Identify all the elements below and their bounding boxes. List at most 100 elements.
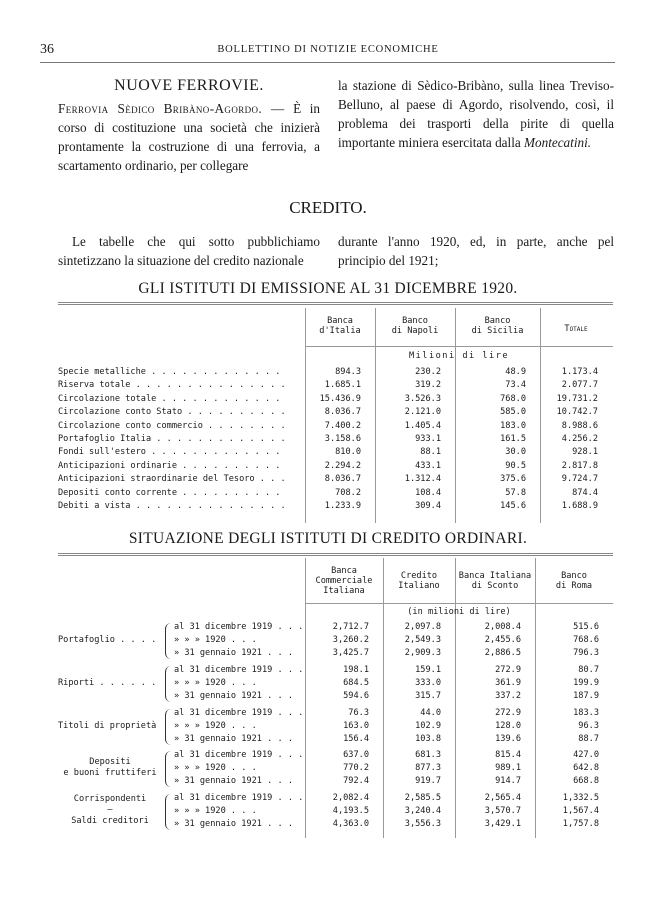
table2-cell: 642.8	[573, 763, 599, 774]
brace-icon	[165, 794, 171, 831]
table1-row-label: Specie metalliche . . . . . . . . . . . …	[58, 367, 281, 377]
table1-cell: 1.685.1	[324, 380, 361, 391]
table1-cell: 183.0	[500, 420, 526, 431]
table2-group-label: Riporti . . . . . .	[58, 678, 162, 689]
table2-date-label: » 31 gennaio 1921 . . .	[174, 733, 293, 744]
table1-cell: 73.4	[505, 380, 526, 391]
table2-group-label: Depositi e buoni fruttiferi	[58, 757, 162, 779]
group-label-line: —	[107, 805, 113, 816]
ferrovie-title: NUOVE FERROVIE.	[114, 77, 264, 94]
table1-cell: 708.2	[335, 487, 361, 498]
table2-date-label: al 31 dicembre 1919 . . .	[174, 750, 304, 761]
table1-cell: 319.2	[415, 380, 441, 391]
table2-cell: 2,565.4	[484, 793, 521, 804]
table2-cell: 792.4	[343, 776, 369, 787]
ferrovie-company: Montecatini.	[524, 135, 592, 150]
brace-icon	[165, 708, 171, 745]
table2-date-label: » » » 1920 . . .	[174, 763, 257, 774]
table1-cell: 230.2	[415, 367, 441, 377]
table2-column-divider	[383, 558, 384, 838]
group-label-line: Corrispondenti	[73, 794, 147, 805]
table1-column-divider	[305, 308, 306, 523]
table2-cell: 515.6	[573, 622, 599, 632]
table1-cell: 810.0	[335, 447, 361, 458]
table2-date-label: » 31 gennaio 1921 . . .	[174, 690, 293, 701]
table2-cell: 2,712.7	[332, 622, 369, 632]
credito-text-right: durante l'anno 1920, ed, in parte, anche…	[338, 234, 614, 268]
table2-column-header: Credito Italiano	[383, 571, 455, 591]
header-line: Banca Italiana	[458, 571, 532, 581]
table2-top-rule	[58, 553, 613, 556]
table1-header-rule	[305, 346, 613, 347]
table1-cell: 309.4	[415, 501, 441, 511]
table1-cell: 3.526.3	[404, 393, 441, 404]
table2-cell: 770.2	[343, 763, 369, 774]
table2-date-label: al 31 dicembre 1919 . . .	[174, 793, 304, 804]
table1-column-divider	[375, 308, 376, 523]
table2-cell: 80.7	[578, 664, 599, 675]
header-line: Italiana	[323, 586, 365, 596]
table2-cell: 187.9	[573, 690, 599, 701]
table2-cell: 3,240.4	[404, 806, 441, 817]
table2-cell: 103.8	[415, 733, 441, 744]
credito-title: CREDITO.	[289, 198, 367, 217]
table2-date-label: » 31 gennaio 1921 . . .	[174, 776, 293, 787]
table2-cell: 914.7	[495, 776, 521, 787]
table1-title: GLI ISTITUTI DI EMISSIONE AL 31 DICEMBRE…	[138, 280, 518, 297]
table2-cell: 2,097.8	[404, 622, 441, 632]
table1-row-label: Fondi sull'estero . . . . . . . . . . . …	[58, 447, 281, 458]
table2-cell: 1,757.8	[562, 819, 599, 830]
header-line: Banco	[561, 571, 587, 581]
table2-cell: 668.8	[573, 776, 599, 787]
table1-cell: 8.036.7	[324, 474, 361, 485]
header-line: Italiano	[398, 581, 440, 591]
table2-date-label: » » » 1920 . . .	[174, 806, 257, 817]
table2-column-divider	[455, 558, 456, 838]
table1-cell: 1.405.4	[404, 420, 441, 431]
table1-cell: 10.742.7	[556, 407, 598, 418]
table2-cell: 768.6	[573, 635, 599, 645]
table1-cell: 1.233.9	[324, 501, 361, 511]
table2-date-label: » » » 1920 . . .	[174, 635, 257, 645]
table2-date-label: » 31 gennaio 1921 . . .	[174, 648, 293, 658]
table2-cell: 361.9	[495, 677, 521, 688]
table2-cell: 315.7	[415, 690, 441, 701]
group-label-line: e buoni fruttiferi	[63, 768, 157, 779]
table2-cell: 156.4	[343, 733, 369, 744]
table2-cell: 637.0	[343, 750, 369, 761]
table1-cell: 19.731.2	[556, 393, 598, 404]
table1-cell: 7.400.2	[324, 420, 361, 431]
table2-cell: 594.6	[343, 690, 369, 701]
table1-cell: 768.0	[500, 393, 526, 404]
table2-cell: 2,455.6	[484, 635, 521, 645]
table2-cell: 3,429.1	[484, 819, 521, 830]
table2-cell: 2,008.4	[484, 622, 521, 632]
group-label-line: Saldi creditori	[71, 816, 149, 827]
table2-cell: 919.7	[415, 776, 441, 787]
table2-cell: 815.4	[495, 750, 521, 761]
table2-column-divider	[535, 558, 536, 838]
table1-row-label: Portafoglio Italia . . . . . . . . . . .…	[58, 434, 286, 444]
ferrovie-right-column: la stazione di Sèdico-Bribàno, sulla lin…	[338, 76, 614, 152]
table2-cell: 1,332.5	[562, 793, 599, 804]
table2-cell: 2,886.5	[484, 648, 521, 658]
table1-unit: Milioni di lire	[408, 351, 510, 361]
table2-cell: 1,567.4	[562, 806, 599, 817]
table2-cell: 128.0	[495, 720, 521, 731]
header-line: di Sicilia	[471, 326, 524, 336]
table1-cell: 2.294.2	[324, 460, 361, 471]
table2-column-header: Banca Italiana di Sconto	[455, 571, 535, 591]
table2-cell: 333.0	[415, 677, 441, 688]
brace-icon	[165, 623, 171, 659]
table1-cell: 585.0	[500, 407, 526, 418]
table1-cell: 161.5	[500, 434, 526, 444]
table1-cell: 433.1	[415, 460, 441, 471]
table2-cell: 102.9	[415, 720, 441, 731]
header-line: di Napoli	[391, 326, 439, 336]
table2-cell: 2,585.5	[404, 793, 441, 804]
table1-row-label: Debiti a vista . . . . . . . . . . . . .…	[58, 501, 286, 511]
table1-cell: 145.6	[500, 501, 526, 511]
table1-cell: 3.158.6	[324, 434, 361, 444]
group-label-line: Depositi	[89, 757, 131, 768]
